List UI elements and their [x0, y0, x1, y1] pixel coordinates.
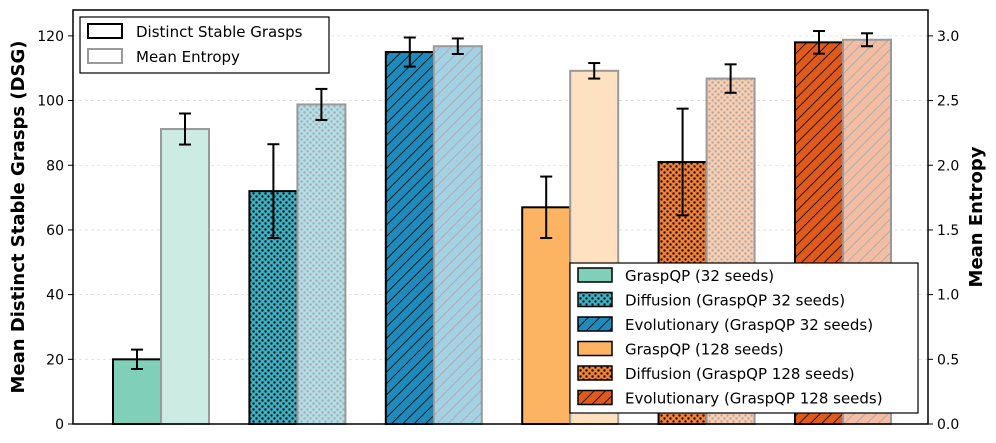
legend-bottom-label: Evolutionary (GraspQP 128 seeds) [625, 390, 883, 408]
legend-top-swatch [87, 48, 123, 64]
legend-bottom-label: Diffusion (GraspQP 128 seeds) [625, 365, 855, 383]
y2-tick-label: 2.5 [937, 94, 959, 110]
legend-top-label: Mean Entropy [136, 48, 240, 66]
y2-tick-label: 3.0 [937, 29, 959, 45]
legend-top: Distinct Stable Grasps Mean Entropy [79, 16, 330, 74]
y-tick-label: 100 [37, 94, 64, 110]
entropy-bar [432, 45, 483, 425]
y2-axis-title: Mean Entropy [966, 146, 987, 287]
legend-bottom: GraspQP (32 seeds) Diffusion (GraspQP 32 … [569, 262, 919, 414]
legend-bottom-swatch [577, 291, 613, 308]
dsg-bar [384, 51, 435, 425]
y-tick-label: 120 [37, 29, 64, 45]
y2-tick-label: 0.0 [937, 417, 959, 433]
y-axis-title: Mean Distinct Stable Grasps (DSG) [8, 40, 29, 393]
dsg-bar [521, 206, 572, 425]
legend-bottom-label: GraspQP (128 seeds) [625, 341, 784, 359]
legend-bottom-label: Diffusion (GraspQP 32 seeds) [625, 292, 845, 310]
y2-tick-label: 1.0 [937, 288, 959, 304]
entropy-bar [296, 103, 347, 425]
legend-bottom-swatch [577, 267, 613, 283]
y2-tick-label: 0.5 [937, 352, 959, 368]
legend-bottom-swatch [577, 365, 613, 381]
legend-bottom-swatch [577, 316, 613, 332]
y-tick-label: 80 [46, 158, 64, 174]
y-tick-label: 0 [55, 417, 64, 433]
legend-bottom-label: GraspQP (32 seeds) [625, 267, 774, 285]
entropy-bar [160, 128, 210, 425]
y-tick-label: 20 [46, 352, 64, 368]
y2-tick-label: 2.0 [937, 158, 959, 174]
legend-top-label: Distinct Stable Grasps [136, 23, 303, 41]
legend-bottom-swatch [577, 389, 613, 406]
y2-tick-label: 1.5 [937, 223, 959, 239]
plot-frame [72, 9, 929, 425]
y-tick-label: 60 [46, 223, 64, 239]
y-tick-label: 40 [46, 288, 64, 304]
legend-bottom-box [569, 262, 919, 414]
legend-bottom-label: Evolutionary (GraspQP 32 seeds) [625, 316, 873, 334]
legend-bottom-swatch [577, 340, 613, 357]
legend-top-swatch [87, 23, 123, 39]
